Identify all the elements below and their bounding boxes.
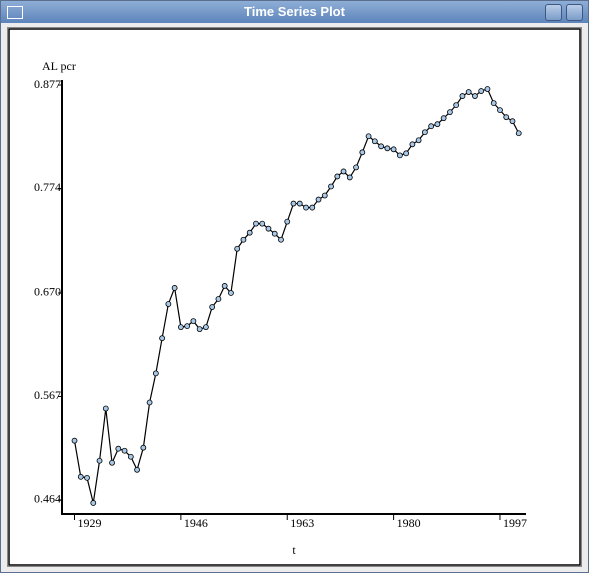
x-tick-label: 1997 <box>503 516 527 530</box>
data-point <box>253 220 259 227</box>
window-title: Time Series Plot <box>244 4 345 19</box>
data-point <box>290 200 297 207</box>
data-point <box>346 174 353 181</box>
data-point <box>309 204 316 211</box>
data-point <box>152 370 159 377</box>
x-tick-label: 1946 <box>184 516 208 530</box>
data-point <box>447 109 453 116</box>
data-point <box>353 164 359 171</box>
data-point <box>490 100 497 106</box>
x-tick-label: 1963 <box>290 516 314 530</box>
data-point <box>409 141 416 148</box>
data-point <box>365 133 372 140</box>
y-tick-label: 0.670 <box>34 285 61 299</box>
data-point <box>146 399 153 406</box>
data-point <box>96 457 103 464</box>
series-line <box>73 88 520 504</box>
data-point <box>321 192 328 199</box>
data-point <box>196 326 203 333</box>
plot-frame <box>7 27 582 567</box>
x-tick-label: 1980 <box>397 516 421 530</box>
data-point <box>215 296 222 302</box>
data-point <box>278 236 284 243</box>
data-point <box>284 218 291 225</box>
y-tick-label: 0.464 <box>34 492 61 506</box>
data-point <box>371 138 378 145</box>
data-point <box>203 324 209 331</box>
data-point <box>484 86 491 92</box>
data-point <box>109 459 115 466</box>
data-point <box>84 474 90 481</box>
data-point <box>102 405 109 412</box>
data-point <box>459 93 466 99</box>
data-point <box>127 453 134 460</box>
data-point <box>171 285 178 291</box>
data-point <box>359 149 366 156</box>
data-point <box>478 88 485 94</box>
data-point <box>378 143 384 150</box>
data-point <box>509 118 516 125</box>
title-bar: Time Series Plot <box>1 1 588 23</box>
data-point <box>184 323 191 330</box>
data-point <box>221 283 228 289</box>
data-point <box>115 445 122 452</box>
data-point <box>472 93 478 99</box>
data-point <box>303 204 309 211</box>
data-point <box>340 168 347 175</box>
x-axis-label: t <box>292 543 296 557</box>
data-point <box>315 196 322 203</box>
data-point <box>228 290 234 296</box>
data-point <box>334 173 341 180</box>
y-tick-label: 0.567 <box>34 388 61 402</box>
data-point <box>515 130 522 137</box>
data-point <box>140 444 147 451</box>
data-point <box>177 324 184 331</box>
x-tick-label: 1929 <box>78 516 102 530</box>
data-point <box>234 245 241 252</box>
y-tick-label: 0.774 <box>34 180 61 194</box>
data-point <box>440 115 447 122</box>
data-point <box>209 304 216 310</box>
window-icon <box>7 6 23 19</box>
data-point <box>428 123 435 130</box>
data-point <box>434 121 441 128</box>
data-point <box>265 225 272 232</box>
data-point <box>453 102 460 109</box>
data-point <box>134 466 140 473</box>
y-tick-label: 0.877 <box>34 77 61 91</box>
close-button[interactable] <box>566 4 583 21</box>
data-point <box>415 137 422 144</box>
data-point <box>271 230 278 237</box>
data-point <box>190 318 197 325</box>
data-point <box>396 152 403 159</box>
minimize-button[interactable] <box>545 4 562 21</box>
data-point <box>497 107 503 114</box>
data-point <box>246 229 253 236</box>
data-point <box>503 114 510 121</box>
data-point <box>390 146 397 153</box>
data-point <box>403 150 410 157</box>
data-point <box>465 89 472 95</box>
data-point <box>328 183 334 190</box>
data-point <box>259 220 266 227</box>
data-point <box>121 447 128 454</box>
data-point <box>421 129 428 136</box>
data-point <box>165 301 172 307</box>
data-point <box>71 437 78 444</box>
y-axis-label: AL pcr <box>42 59 76 73</box>
plot-border <box>8 28 581 566</box>
data-point <box>296 200 303 207</box>
data-point <box>90 500 97 506</box>
data-point <box>384 145 391 152</box>
data-point <box>77 473 84 480</box>
data-point <box>159 335 166 342</box>
data-point <box>240 236 247 243</box>
